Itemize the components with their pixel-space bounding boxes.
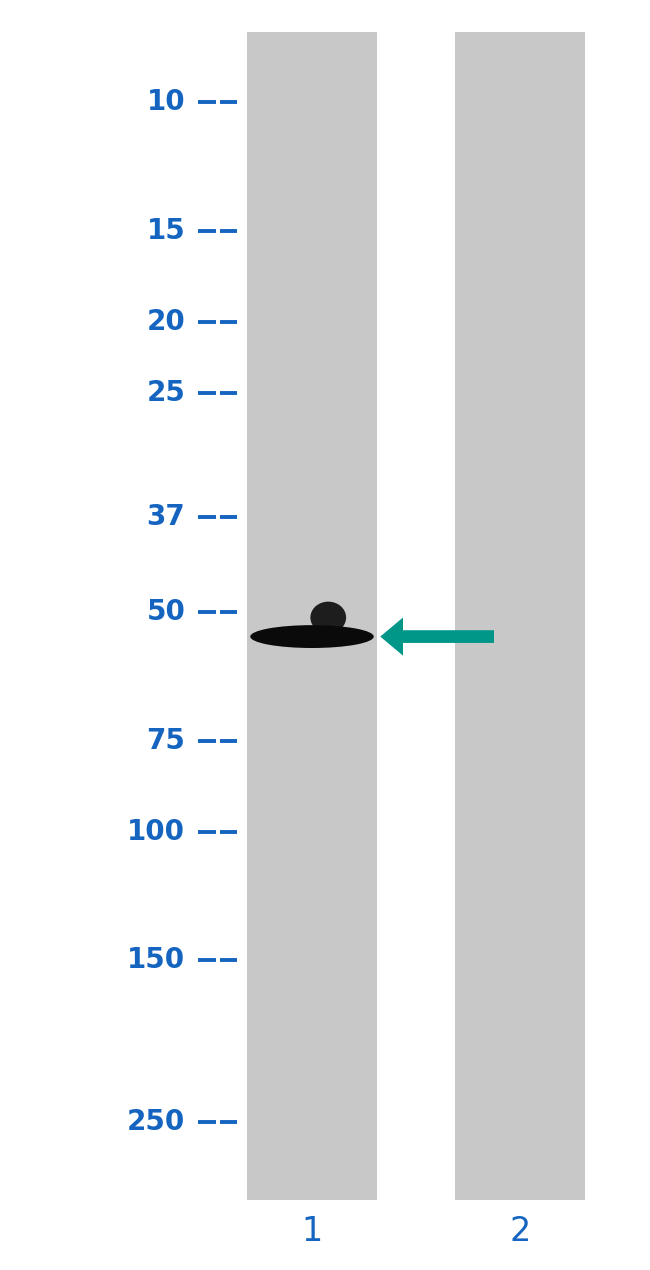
Text: 75: 75 [146, 726, 185, 754]
Bar [455, 32, 585, 1200]
Ellipse shape [311, 602, 346, 634]
Text: 250: 250 [127, 1107, 185, 1135]
Text: 100: 100 [127, 818, 185, 846]
Text: 150: 150 [127, 946, 185, 974]
Text: 15: 15 [146, 217, 185, 245]
Text: 2: 2 [510, 1215, 530, 1248]
Text: 20: 20 [146, 307, 185, 337]
Text: 10: 10 [147, 89, 185, 117]
FancyArrow shape [380, 617, 494, 655]
Ellipse shape [250, 625, 374, 648]
Text: 37: 37 [146, 503, 185, 531]
Text: 25: 25 [146, 378, 185, 406]
Bar [247, 32, 377, 1200]
Text: 50: 50 [146, 598, 185, 626]
Text: 1: 1 [302, 1215, 322, 1248]
